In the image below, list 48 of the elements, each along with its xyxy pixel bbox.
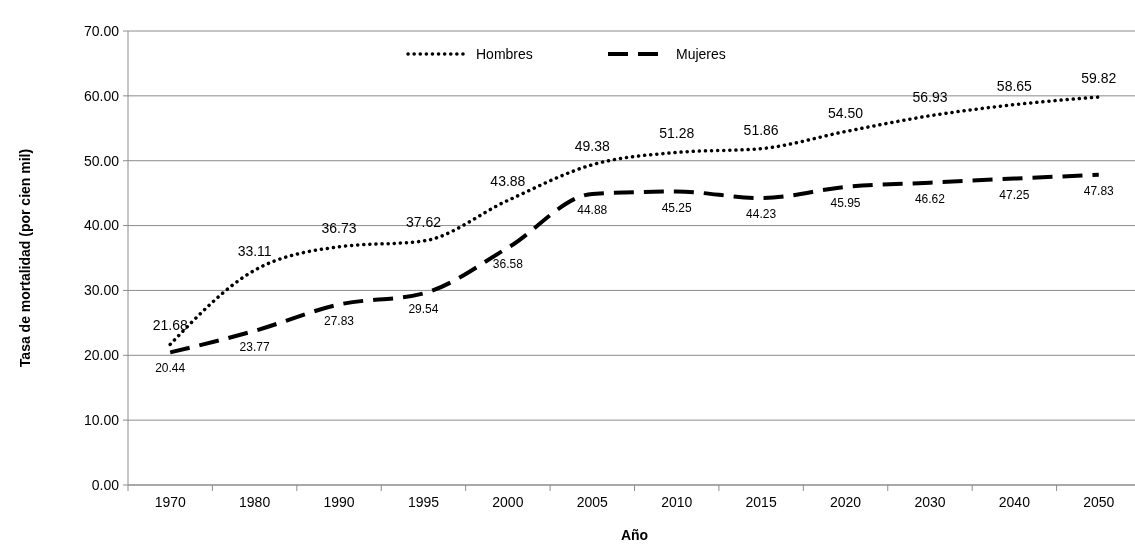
- y-tick-label: 40.00: [83, 217, 120, 234]
- x-tick-label: 2015: [745, 494, 777, 510]
- x-tick-label: 2020: [829, 494, 862, 510]
- y-axis-title: Tasa de mortalidad (por cien mil): [17, 148, 33, 368]
- data-label: 29.54: [408, 302, 439, 317]
- data-label: 45.95: [830, 195, 861, 210]
- legend-label: Mujeres: [676, 45, 726, 62]
- data-label: 20.44: [155, 361, 186, 376]
- data-label: 43.88: [490, 173, 526, 190]
- data-label: 45.25: [661, 200, 693, 215]
- x-tick-label: 2005: [576, 494, 609, 510]
- data-label: 51.86: [743, 121, 779, 138]
- x-tick-label: 1980: [239, 494, 271, 510]
- x-tick-label: 2040: [998, 494, 1031, 510]
- data-label: 58.65: [996, 77, 1033, 94]
- y-tick-label: 70.00: [83, 22, 120, 39]
- y-tick-label: 10.00: [83, 412, 120, 429]
- data-label: 36.73: [321, 219, 357, 236]
- data-label: 44.88: [577, 202, 608, 217]
- data-label: 47.83: [1083, 183, 1115, 198]
- data-label: 47.25: [999, 187, 1030, 202]
- data-label: 27.83: [324, 313, 355, 328]
- x-tick-label: 1995: [407, 494, 440, 510]
- x-tick-label: 2050: [1083, 494, 1115, 510]
- data-label: 23.77: [239, 339, 270, 354]
- data-label: 33.11: [237, 243, 272, 260]
- x-tick-label: 2000: [492, 494, 524, 510]
- legend-label: Hombres: [476, 45, 533, 62]
- data-label: 21.68: [152, 317, 188, 334]
- x-tick-label: 1970: [154, 494, 186, 510]
- data-label: 46.62: [914, 191, 946, 206]
- y-tick-label: 20.00: [83, 347, 120, 364]
- x-axis-title: Año: [620, 527, 649, 543]
- data-label: 49.38: [574, 137, 611, 154]
- y-tick-label: 0.00: [91, 476, 120, 493]
- data-label: 56.93: [912, 88, 948, 105]
- y-tick-label: 60.00: [83, 87, 120, 104]
- x-tick-label: 1990: [323, 494, 355, 510]
- data-label: 59.82: [1081, 70, 1117, 87]
- data-label: 51.28: [659, 125, 695, 142]
- data-label: 54.50: [828, 104, 864, 121]
- data-label: 36.58: [492, 256, 524, 271]
- data-label: 37.62: [405, 214, 442, 231]
- x-tick-label: 2030: [914, 494, 946, 510]
- y-tick-label: 30.00: [83, 282, 120, 299]
- x-tick-label: 2010: [661, 494, 693, 510]
- data-label: 44.23: [746, 207, 777, 222]
- y-tick-label: 50.00: [83, 152, 120, 169]
